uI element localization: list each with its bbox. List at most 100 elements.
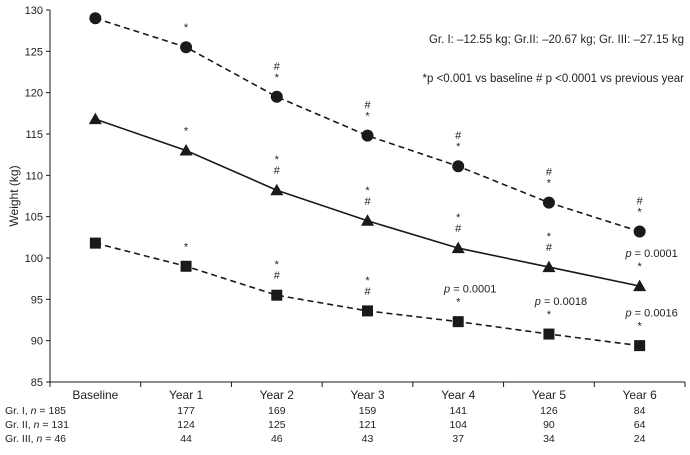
n-table-cell: 37 xyxy=(452,433,464,445)
p-value-label: p = 0.0001 xyxy=(443,284,496,296)
series-gr-ii: **#*#*#*#* xyxy=(88,112,647,292)
significance-mark: # xyxy=(364,100,371,112)
x-tick-label: Baseline xyxy=(72,388,118,402)
data-point xyxy=(633,279,647,292)
significance-mark: * xyxy=(184,126,189,138)
significance-mark: # xyxy=(546,167,553,179)
x-tick-label: Year 3 xyxy=(350,388,385,402)
n-table-cell: 44 xyxy=(180,433,192,445)
data-point xyxy=(180,260,192,272)
n-table-cell: 177 xyxy=(177,405,195,417)
data-point xyxy=(89,12,102,25)
axes: 85 90 95 100 105 110 115 120 125 130 Baseline Year … xyxy=(7,5,686,402)
significance-mark: * xyxy=(275,154,280,166)
data-point xyxy=(270,90,283,103)
significance-mark: * xyxy=(365,185,370,197)
n-table-row-label: Gr. III, n = 46 xyxy=(5,433,66,445)
significance-mark: * xyxy=(184,241,189,253)
significance-mark: # xyxy=(274,61,281,73)
significance-mark: * xyxy=(547,178,552,190)
n-table-cell: 169 xyxy=(268,405,286,417)
significance-mark: # xyxy=(274,270,281,282)
p-value-label: p = 0.0018 xyxy=(534,296,587,308)
significance-mark: # xyxy=(455,223,462,235)
y-tick-label: 125 xyxy=(25,46,43,58)
weight-loss-note: Gr. I: –12.55 kg; Gr.II: –20.67 kg; Gr. … xyxy=(429,34,684,46)
annotations: Gr. I: –12.55 kg; Gr.II: –20.67 kg; Gr. … xyxy=(423,34,685,320)
y-tick-label: 120 xyxy=(25,88,43,100)
p-value-label: p = 0.0001 xyxy=(624,248,677,260)
y-tick-label: 105 xyxy=(25,212,43,224)
y-tick-label: 110 xyxy=(25,170,43,182)
significance-mark: * xyxy=(638,261,643,273)
n-table-cell: 24 xyxy=(634,433,646,445)
significance-mark: * xyxy=(365,275,370,287)
data-point xyxy=(452,316,464,328)
n-table-row-label: Gr. II, n = 131 xyxy=(5,419,69,431)
significance-mark: # xyxy=(637,196,644,208)
y-tick-label: 100 xyxy=(25,253,43,265)
significance-mark: * xyxy=(547,309,552,321)
significance-mark: * xyxy=(638,321,643,333)
x-tick-label: Year 2 xyxy=(260,388,295,402)
data-point xyxy=(542,260,556,273)
n-table-cell: 124 xyxy=(177,419,195,431)
data-point xyxy=(362,305,373,317)
significance-mark: * xyxy=(365,111,370,123)
significance-mark: # xyxy=(546,242,553,254)
n-table-cell: 121 xyxy=(359,419,377,431)
data-point xyxy=(633,225,646,238)
p-value-label: p = 0.0016 xyxy=(624,308,677,320)
significance-mark: # xyxy=(274,165,281,177)
y-tick-label: 95 xyxy=(31,294,43,306)
significance-mark: * xyxy=(275,72,280,84)
significance-mark: # xyxy=(364,196,371,208)
data-point xyxy=(89,237,101,249)
data-point xyxy=(270,183,284,196)
y-tick-label: 115 xyxy=(25,129,43,141)
n-table-cell: 104 xyxy=(449,419,467,431)
n-table-cell: 43 xyxy=(362,433,374,445)
n-table-row-label: Gr. I, n = 185 xyxy=(5,405,66,417)
series-layer: *#*#*#*#*#***#*#*#*#***# *#*** xyxy=(88,12,647,352)
y-tick-label: 90 xyxy=(31,336,43,348)
n-table: Gr. I, n = 185 177 169 159 141 126 84 Gr. II, n… xyxy=(5,405,646,445)
n-table-cell: 141 xyxy=(449,405,467,417)
n-table-cell: 84 xyxy=(634,405,646,417)
n-table-cell: 159 xyxy=(359,405,377,417)
n-table-cell: 34 xyxy=(543,433,555,445)
x-tick-label: Year 4 xyxy=(441,388,476,402)
significance-mark: * xyxy=(275,259,280,271)
significance-mark: # xyxy=(455,130,462,142)
data-point xyxy=(634,340,646,352)
significance-mark: * xyxy=(184,22,189,34)
significance-mark: * xyxy=(456,297,461,309)
data-point xyxy=(452,160,465,173)
x-tick-label: Year 6 xyxy=(623,388,658,402)
significance-mark: * xyxy=(456,141,461,153)
series-gr-i: *#*#*#*#*#* xyxy=(89,12,646,238)
significance-mark: * xyxy=(456,212,461,224)
significance-note: *p <0.001 vs baseline # p <0.0001 vs pre… xyxy=(423,73,685,85)
n-table-cell: 126 xyxy=(540,405,558,417)
series-gr-iii: **# *#*** xyxy=(89,237,646,352)
y-axis-label: Weight (kg) xyxy=(7,165,21,226)
significance-mark: * xyxy=(547,231,552,243)
data-point xyxy=(361,214,374,226)
data-point xyxy=(361,129,374,142)
n-table-cell: 64 xyxy=(634,419,646,431)
significance-mark: * xyxy=(638,207,643,219)
x-tick-label: Year 5 xyxy=(532,388,567,402)
data-point xyxy=(271,289,283,301)
y-tick-label: 130 xyxy=(25,5,43,17)
y-tick-label: 85 xyxy=(31,377,43,389)
data-point xyxy=(451,241,465,254)
data-point xyxy=(180,41,193,54)
data-point xyxy=(88,112,102,125)
data-point xyxy=(179,144,193,156)
n-table-cell: 125 xyxy=(268,419,286,431)
significance-mark: # xyxy=(364,286,371,298)
data-point xyxy=(543,328,555,340)
n-table-cell: 46 xyxy=(271,433,283,445)
n-table-cell: 90 xyxy=(543,419,555,431)
